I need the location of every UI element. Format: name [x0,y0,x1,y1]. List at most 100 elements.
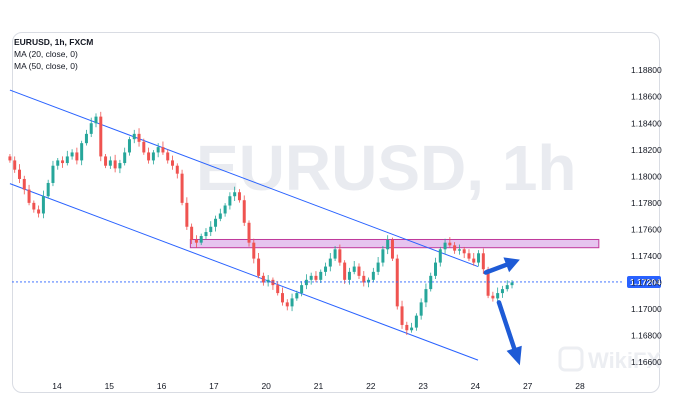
candle-body [371,271,375,280]
x-tick-label: 24 [471,381,481,391]
candle-body [242,200,246,223]
candle-body [261,275,265,283]
candle-body [27,189,31,203]
candle-body [505,285,509,290]
candle-body [89,123,93,134]
candle-body [300,285,304,294]
wikifx-watermark: WikiFX [558,346,661,373]
candle-body [65,156,69,164]
x-tick-label: 16 [157,381,167,391]
candle-body [414,315,418,328]
symbol-label[interactable]: EURUSD, 1h, FXCM [14,37,94,47]
candle-body [22,178,26,190]
candle-body [309,275,313,280]
candle-body [367,279,371,283]
candle-body [443,242,447,250]
candle-body [147,152,151,161]
forecast-down-arrow-head [506,345,522,366]
candle-body [137,133,141,142]
candle-body [180,173,184,203]
resistance-zone-rect [189,238,600,249]
candle-body [496,293,500,299]
candle-body [99,116,103,157]
x-tick-label: 15 [105,381,115,391]
candle-body [233,192,237,197]
candle-body [75,152,79,161]
y-tick-label: 1.18600 [631,92,662,102]
candle-body [247,222,251,243]
candle-body [457,249,461,251]
candle-body [17,169,21,179]
candle-body [132,133,136,140]
candle-body [448,242,452,246]
x-tick-label: 27 [523,381,533,391]
candle-body [237,192,241,201]
candle-body [419,302,423,316]
ma50-label[interactable]: MA (50, close, 0) [14,61,78,71]
candle-body [352,266,356,272]
y-tick-label: 1.18200 [631,145,662,155]
y-tick-label: 1.17000 [631,304,662,314]
candle-body [70,152,74,157]
candle-body [424,289,428,303]
candle-body [486,269,490,296]
candle-body [185,202,189,227]
candle-body [438,249,442,263]
candle-body [400,306,404,325]
candle-body [161,147,165,153]
upper-channel-line [9,89,479,268]
candle-body [453,245,457,251]
forecast-arrows [483,257,522,366]
candle-body [108,160,112,166]
y-tick-label: 1.17600 [631,224,662,234]
candle-body [410,327,414,331]
candle-body [405,324,409,331]
candle-body [280,293,284,303]
y-tick-label: 1.17200 [631,277,662,287]
candle-body [362,275,366,283]
candle-body [94,116,98,124]
candle-body [56,160,60,166]
x-tick-label: 23 [418,381,428,391]
candle-body [271,279,275,286]
candle-body [434,262,438,276]
forecast-up-arrow-head [503,257,520,273]
price-axis[interactable]: 1.18800 1.18600 1.18400 1.18200 1.18000 1.178… [631,65,662,367]
candle-body [324,266,328,272]
candle-body [8,156,12,161]
candle-body [156,147,160,153]
candle-body [472,258,476,263]
candle-body [41,196,45,214]
candle-body [467,253,471,259]
descending-channel [9,89,479,361]
candle-body [32,202,36,210]
candle-body [171,160,175,166]
candle-body [104,156,108,166]
forecast-down-arrow-shaft [496,300,517,351]
candle-body [204,232,208,237]
candle-body [214,218,218,227]
candle-body [151,152,155,161]
candle-body [266,279,270,283]
lower-channel-line [9,183,479,361]
x-tick-label: 17 [209,381,219,391]
candle-body [175,165,179,174]
candle-body [290,298,294,307]
time-axis[interactable]: 14 15 16 17 20 21 22 23 24 27 28 [52,381,585,391]
candle-body [357,266,361,276]
candle-body [199,236,203,243]
candle-body [118,163,122,169]
candle-body [285,302,289,307]
x-tick-label: 21 [314,381,324,391]
candle-body [123,152,127,164]
candle-body [228,196,232,206]
candle-body [429,275,433,290]
ma20-label[interactable]: MA (20, close, 0) [14,49,78,59]
candle-body [113,160,117,169]
candle-body [481,253,485,270]
candle-body [343,262,347,280]
x-tick-label: 20 [261,381,271,391]
y-tick-label: 1.18400 [631,118,662,128]
candle-body [276,285,280,294]
